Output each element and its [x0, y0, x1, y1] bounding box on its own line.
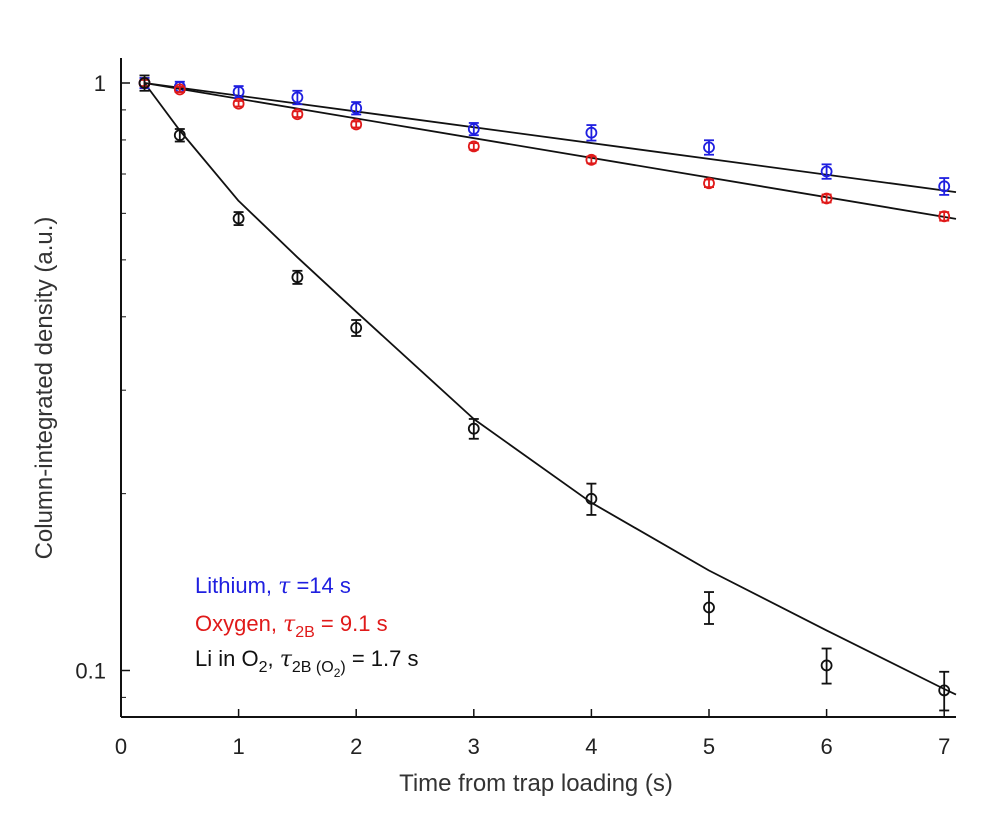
oxygen-point [467, 140, 480, 153]
li_in_o2-point [291, 271, 304, 284]
legend-tau: τ [278, 574, 291, 599]
li_in_o2-errorbar [821, 647, 832, 685]
lithium-point [350, 102, 363, 115]
oxygen-errorbar [233, 100, 244, 108]
li_in_o2-legend-entry: Li in O2, τ2B (O2) = 1.7 s [195, 646, 419, 680]
legend-tau: τ [283, 612, 296, 637]
oxygen-point [703, 177, 715, 190]
li_in_o2-point [173, 129, 186, 142]
x-tick-label: 7 [938, 734, 950, 759]
legend-suffix: =14 s [290, 573, 351, 598]
li-in-o2-fit-line [143, 82, 957, 696]
x-tick-label: 5 [703, 734, 715, 759]
oxygen-point [350, 118, 363, 131]
y-tick-label: 0.1 [75, 659, 106, 684]
oxygen-errorbar [292, 110, 303, 118]
lithium-fit-line [144, 82, 957, 193]
legend-prefix: Lithium, [195, 573, 278, 598]
legend-tau-sub-subscript: 2 [334, 666, 341, 680]
legend-tau-subscript: 2B (O [292, 659, 334, 676]
x-tick-label: 4 [585, 734, 597, 759]
li_in_o2-series [138, 74, 951, 712]
legend-tau: τ [280, 647, 293, 672]
lithium-point [585, 126, 598, 139]
oxygen-errorbar [351, 120, 362, 129]
marks-layer [138, 74, 951, 712]
x-axis-title: Time from trap loading (s) [399, 770, 673, 797]
lithium-legend-entry: Lithium, τ =14 s [195, 573, 351, 599]
li_in_o2-point [703, 601, 715, 614]
legend-subscript: 2 [259, 659, 268, 676]
li_in_o2-errorbar [939, 670, 950, 712]
oxygen-point [291, 108, 304, 121]
legend-prefix: Li in O [195, 646, 259, 671]
li_in_o2-errorbar [704, 591, 714, 625]
x-tick-label: 6 [820, 734, 832, 759]
x-tick-label: 3 [468, 734, 480, 759]
y-tick-label: 1 [94, 71, 106, 96]
y-axis-title: Column-integrated density (a.u.) [31, 217, 58, 560]
oxygen-errorbar [174, 85, 185, 93]
oxygen-fit-line [144, 82, 957, 220]
legend-suffix: = 1.7 s [346, 646, 419, 671]
li_in_o2-point [467, 422, 480, 435]
x-tick-label: 2 [350, 734, 362, 759]
li_in_o2-point [138, 77, 151, 89]
li_in_o2-point [820, 659, 833, 672]
oxygen-point [820, 192, 833, 205]
lithium-point [938, 180, 951, 193]
lithium-point [820, 165, 833, 178]
legend-prefix: Oxygen, [195, 611, 283, 636]
lithium-point [703, 141, 715, 154]
li_in_o2-point [232, 212, 245, 225]
x-tick-label: 0 [115, 734, 127, 759]
oxygen-legend-entry: Oxygen, τ2B = 9.1 s [195, 611, 388, 641]
legend-tau-subscript: 2B [295, 624, 315, 641]
lithium-point [467, 123, 480, 135]
li_in_o2-errorbar [586, 482, 597, 516]
li_in_o2-point [350, 321, 363, 334]
lithium-point [291, 91, 304, 104]
oxygen-point [585, 153, 598, 166]
oxygen-point [938, 210, 951, 223]
lithium-point [232, 85, 245, 98]
oxygen-point [173, 83, 186, 96]
axes-layer: 0 1 2 3 4 5 6 7 0.1 1 [75, 58, 956, 759]
li_in_o2-point [585, 492, 598, 505]
li_in_o2-errorbar [468, 418, 479, 440]
legend-tau-sub-close: ) [340, 659, 345, 676]
oxygen-point [232, 97, 245, 110]
legend-suffix: = 9.1 s [315, 611, 388, 636]
fit-layer [143, 82, 957, 696]
li_in_o2-point [938, 684, 951, 697]
legend-separator: , [268, 646, 280, 671]
x-tick-label: 1 [232, 734, 244, 759]
